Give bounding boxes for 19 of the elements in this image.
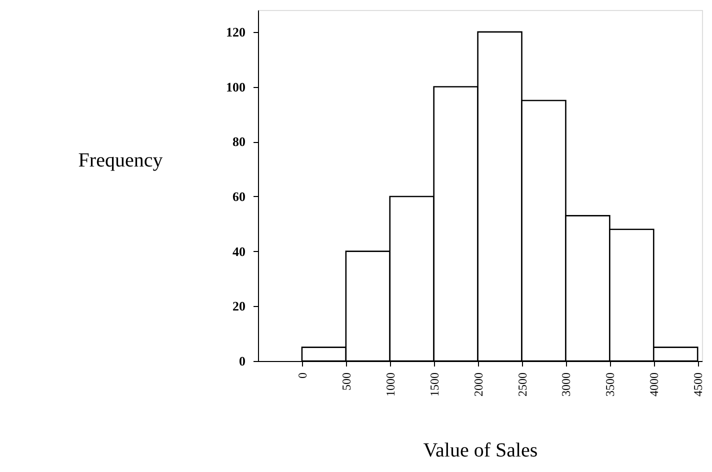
x-tick-label: 4000 [647, 372, 662, 396]
x-tick-label: 1000 [383, 372, 398, 396]
x-tick-label: 2000 [471, 372, 486, 396]
y-tick-label: 60 [232, 188, 246, 204]
x-tick-label: 3000 [559, 372, 574, 396]
y-tick-label: 100 [226, 79, 246, 94]
x-tick-label: 3500 [603, 372, 618, 396]
x-tick-label: 4500 [691, 372, 706, 396]
x-tick-label: 500 [339, 372, 354, 390]
x-axis-title: Value of Sales [423, 440, 538, 462]
y-axis-title: Frequency [78, 150, 163, 172]
y-tick-label: 20 [232, 298, 246, 314]
y-tick-label: 0 [239, 354, 246, 368]
x-tick-label: 1500 [427, 372, 442, 396]
y-tick-label: 80 [232, 134, 246, 150]
x-tick-label: 2500 [515, 372, 530, 396]
y-tick-label: 120 [226, 24, 246, 40]
x-tick-label: 0 [295, 372, 310, 378]
y-tick-label: 40 [232, 244, 246, 259]
